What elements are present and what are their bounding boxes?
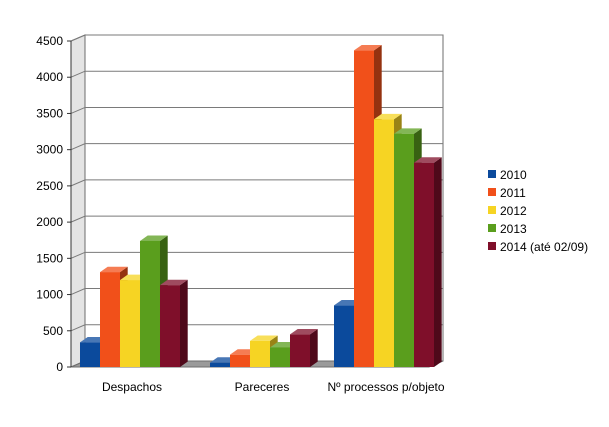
bar-top bbox=[160, 279, 188, 286]
legend-label: 2011 bbox=[500, 186, 526, 200]
bar-side bbox=[180, 279, 188, 367]
legend-label: 2010 bbox=[500, 168, 527, 182]
bar-top bbox=[140, 235, 168, 241]
gridline bbox=[70, 215, 443, 223]
chart-side-wall bbox=[70, 34, 86, 368]
gridline bbox=[70, 106, 443, 114]
bar-front bbox=[140, 240, 160, 367]
x-category-label: Pareceres bbox=[235, 380, 290, 394]
y-tick-label: 2000 bbox=[36, 215, 63, 229]
legend-swatch bbox=[488, 224, 496, 232]
bar-front bbox=[120, 280, 140, 367]
bar-front bbox=[414, 162, 434, 367]
bar-top bbox=[374, 113, 402, 120]
bar-top bbox=[394, 128, 422, 134]
y-tick-label: 1500 bbox=[36, 251, 63, 265]
chart-legend: 2010 2011 2012 2013 2014 (até 02/09) bbox=[488, 168, 588, 254]
y-tick-label: 2500 bbox=[36, 179, 63, 193]
gridline bbox=[70, 179, 443, 187]
bar-top bbox=[290, 329, 318, 335]
bar-top bbox=[414, 157, 442, 163]
bar-front bbox=[230, 354, 250, 367]
bar-front bbox=[210, 362, 230, 367]
bar-front bbox=[334, 305, 354, 367]
legend-item: 2010 bbox=[488, 168, 527, 182]
chart-bars bbox=[80, 45, 442, 368]
bar-front bbox=[160, 285, 180, 367]
legend-label: 2014 (até 02/09) bbox=[500, 240, 588, 254]
legend-label: 2012 bbox=[500, 204, 527, 218]
y-tick-label: 500 bbox=[43, 324, 63, 338]
gridline bbox=[70, 143, 443, 151]
legend-swatch bbox=[488, 206, 496, 214]
legend-label: 2013 bbox=[500, 222, 527, 236]
legend-item: 2014 (até 02/09) bbox=[488, 240, 588, 254]
bar bbox=[160, 279, 188, 367]
bar-front bbox=[100, 272, 120, 367]
y-tick-label: 0 bbox=[56, 360, 63, 374]
y-tick-label: 3000 bbox=[36, 143, 63, 157]
gridline bbox=[70, 70, 443, 78]
bar-top bbox=[250, 335, 278, 341]
legend-swatch bbox=[488, 170, 496, 178]
y-tick-label: 3500 bbox=[36, 106, 63, 120]
gridline bbox=[70, 324, 443, 332]
bar-front bbox=[250, 340, 270, 367]
bar bbox=[290, 329, 318, 367]
bar-front bbox=[354, 50, 374, 367]
bar-front bbox=[80, 342, 100, 367]
legend-item: 2012 bbox=[488, 204, 527, 218]
x-category-label: Despachos bbox=[102, 380, 162, 394]
legend-swatch bbox=[488, 242, 496, 250]
gridline bbox=[70, 251, 443, 259]
bar-side bbox=[434, 157, 442, 367]
y-axis: 0 500 1000 1500 2000 2500 3000 3500 4000 4500 bbox=[36, 34, 72, 374]
legend-item: 2011 bbox=[488, 186, 526, 200]
gridline bbox=[70, 34, 443, 42]
x-axis: Despachos Pareceres Nº processos p/objeto bbox=[102, 380, 445, 394]
y-tick-label: 4500 bbox=[36, 34, 63, 48]
bar-front bbox=[394, 133, 414, 367]
bar-top bbox=[100, 266, 128, 273]
bar-front bbox=[270, 347, 290, 367]
bar-front bbox=[374, 119, 394, 368]
legend-swatch bbox=[488, 188, 496, 196]
bar-top bbox=[354, 45, 382, 51]
bar-side bbox=[310, 329, 318, 367]
bar-front bbox=[290, 334, 310, 367]
y-tick-label: 4000 bbox=[36, 70, 63, 84]
legend-item: 2013 bbox=[488, 222, 527, 236]
x-category-label: Nº processos p/objeto bbox=[327, 380, 444, 394]
bar bbox=[414, 157, 442, 367]
gridline bbox=[70, 288, 443, 296]
y-tick-label: 1000 bbox=[36, 288, 63, 302]
